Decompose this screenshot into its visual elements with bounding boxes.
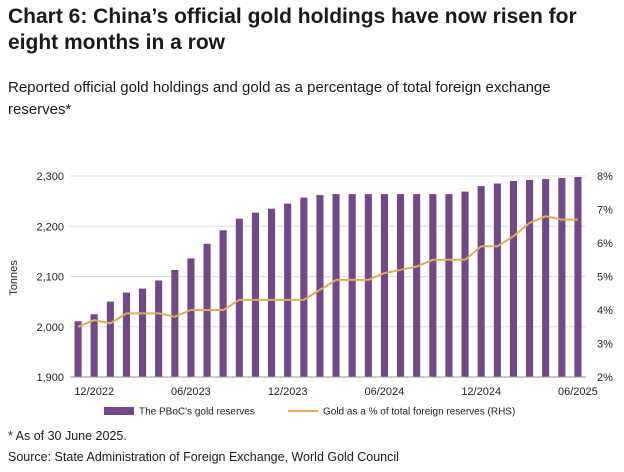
bar: [106, 301, 114, 377]
y2-tick-label: 4%: [597, 305, 613, 317]
y-tick-label: 2,000: [36, 322, 64, 334]
bar: [461, 191, 469, 377]
bar: [284, 203, 292, 377]
bar: [300, 197, 308, 377]
bar: [558, 178, 566, 377]
x-tick-label: 06/2025: [558, 386, 598, 398]
bar: [219, 230, 227, 377]
x-tick-label: 12/2024: [461, 386, 501, 398]
bar: [139, 288, 147, 377]
y2-tick-label: 2%: [597, 372, 613, 384]
x-tick-label: 06/2024: [365, 386, 405, 398]
bar-series: [74, 177, 582, 377]
bar: [445, 194, 453, 377]
line-series: [77, 215, 578, 328]
footnote: * As of 30 June 2025.: [8, 429, 127, 443]
bar: [397, 194, 405, 377]
chart-title: Chart 6: China’s official gold holdings …: [8, 5, 577, 54]
bar: [574, 177, 582, 377]
legend-label-line: Gold as a % of total foreign reserves (R…: [323, 407, 515, 418]
y-tick-label: 2,100: [36, 272, 64, 284]
bar: [526, 180, 534, 377]
legend: The PBoC's gold reserves Gold as a % of …: [104, 407, 515, 418]
bar: [509, 181, 517, 377]
bar: [348, 194, 356, 377]
bar: [332, 194, 340, 377]
bar: [542, 179, 550, 377]
bar: [187, 258, 195, 377]
y-tick-label: 2,200: [36, 221, 64, 233]
bar: [155, 280, 163, 377]
bar: [493, 183, 501, 377]
bar: [429, 194, 437, 377]
bar: [235, 218, 243, 377]
x-tick-label: 06/2023: [171, 386, 211, 398]
bar: [74, 321, 82, 377]
gridlines: [70, 175, 586, 328]
x-tick-label: 12/2022: [74, 386, 114, 398]
bar: [380, 194, 388, 377]
chart-subtitle: Reported official gold holdings and gold…: [8, 79, 551, 118]
bar: [413, 194, 421, 377]
bar: [477, 186, 485, 377]
bar: [171, 270, 179, 377]
y-tick-label: 2,300: [36, 171, 64, 183]
x-tick-label: 12/2023: [268, 386, 308, 398]
bar: [268, 208, 276, 377]
bar: [364, 194, 372, 377]
y-axis-label: Tonnes: [8, 260, 20, 296]
bar: [316, 195, 324, 377]
axes: 1,900 2,000 2,100 2,200 2,300 2% 3% 4% 5% 6% 7% 8% 1…: [36, 171, 613, 398]
bar: [122, 292, 130, 377]
reserves-share-line: [77, 215, 578, 328]
y2-tick-label: 7%: [597, 205, 613, 217]
y2-tick-label: 5%: [597, 272, 613, 284]
source-note: Source: State Administration of Foreign …: [8, 450, 399, 464]
bar: [251, 212, 259, 377]
bar: [90, 314, 98, 377]
y-tick-label: 1,900: [36, 372, 64, 384]
legend-bar-swatch: [104, 407, 134, 415]
legend-label-bars: The PBoC's gold reserves: [139, 407, 255, 418]
y2-tick-label: 8%: [597, 171, 613, 183]
y2-tick-label: 3%: [597, 339, 613, 351]
y2-tick-label: 6%: [597, 238, 613, 250]
gold-holdings-chart: 1,900 2,000 2,100 2,200 2,300 2% 3% 4% 5% 6% 7% 8% 1…: [8, 171, 613, 418]
